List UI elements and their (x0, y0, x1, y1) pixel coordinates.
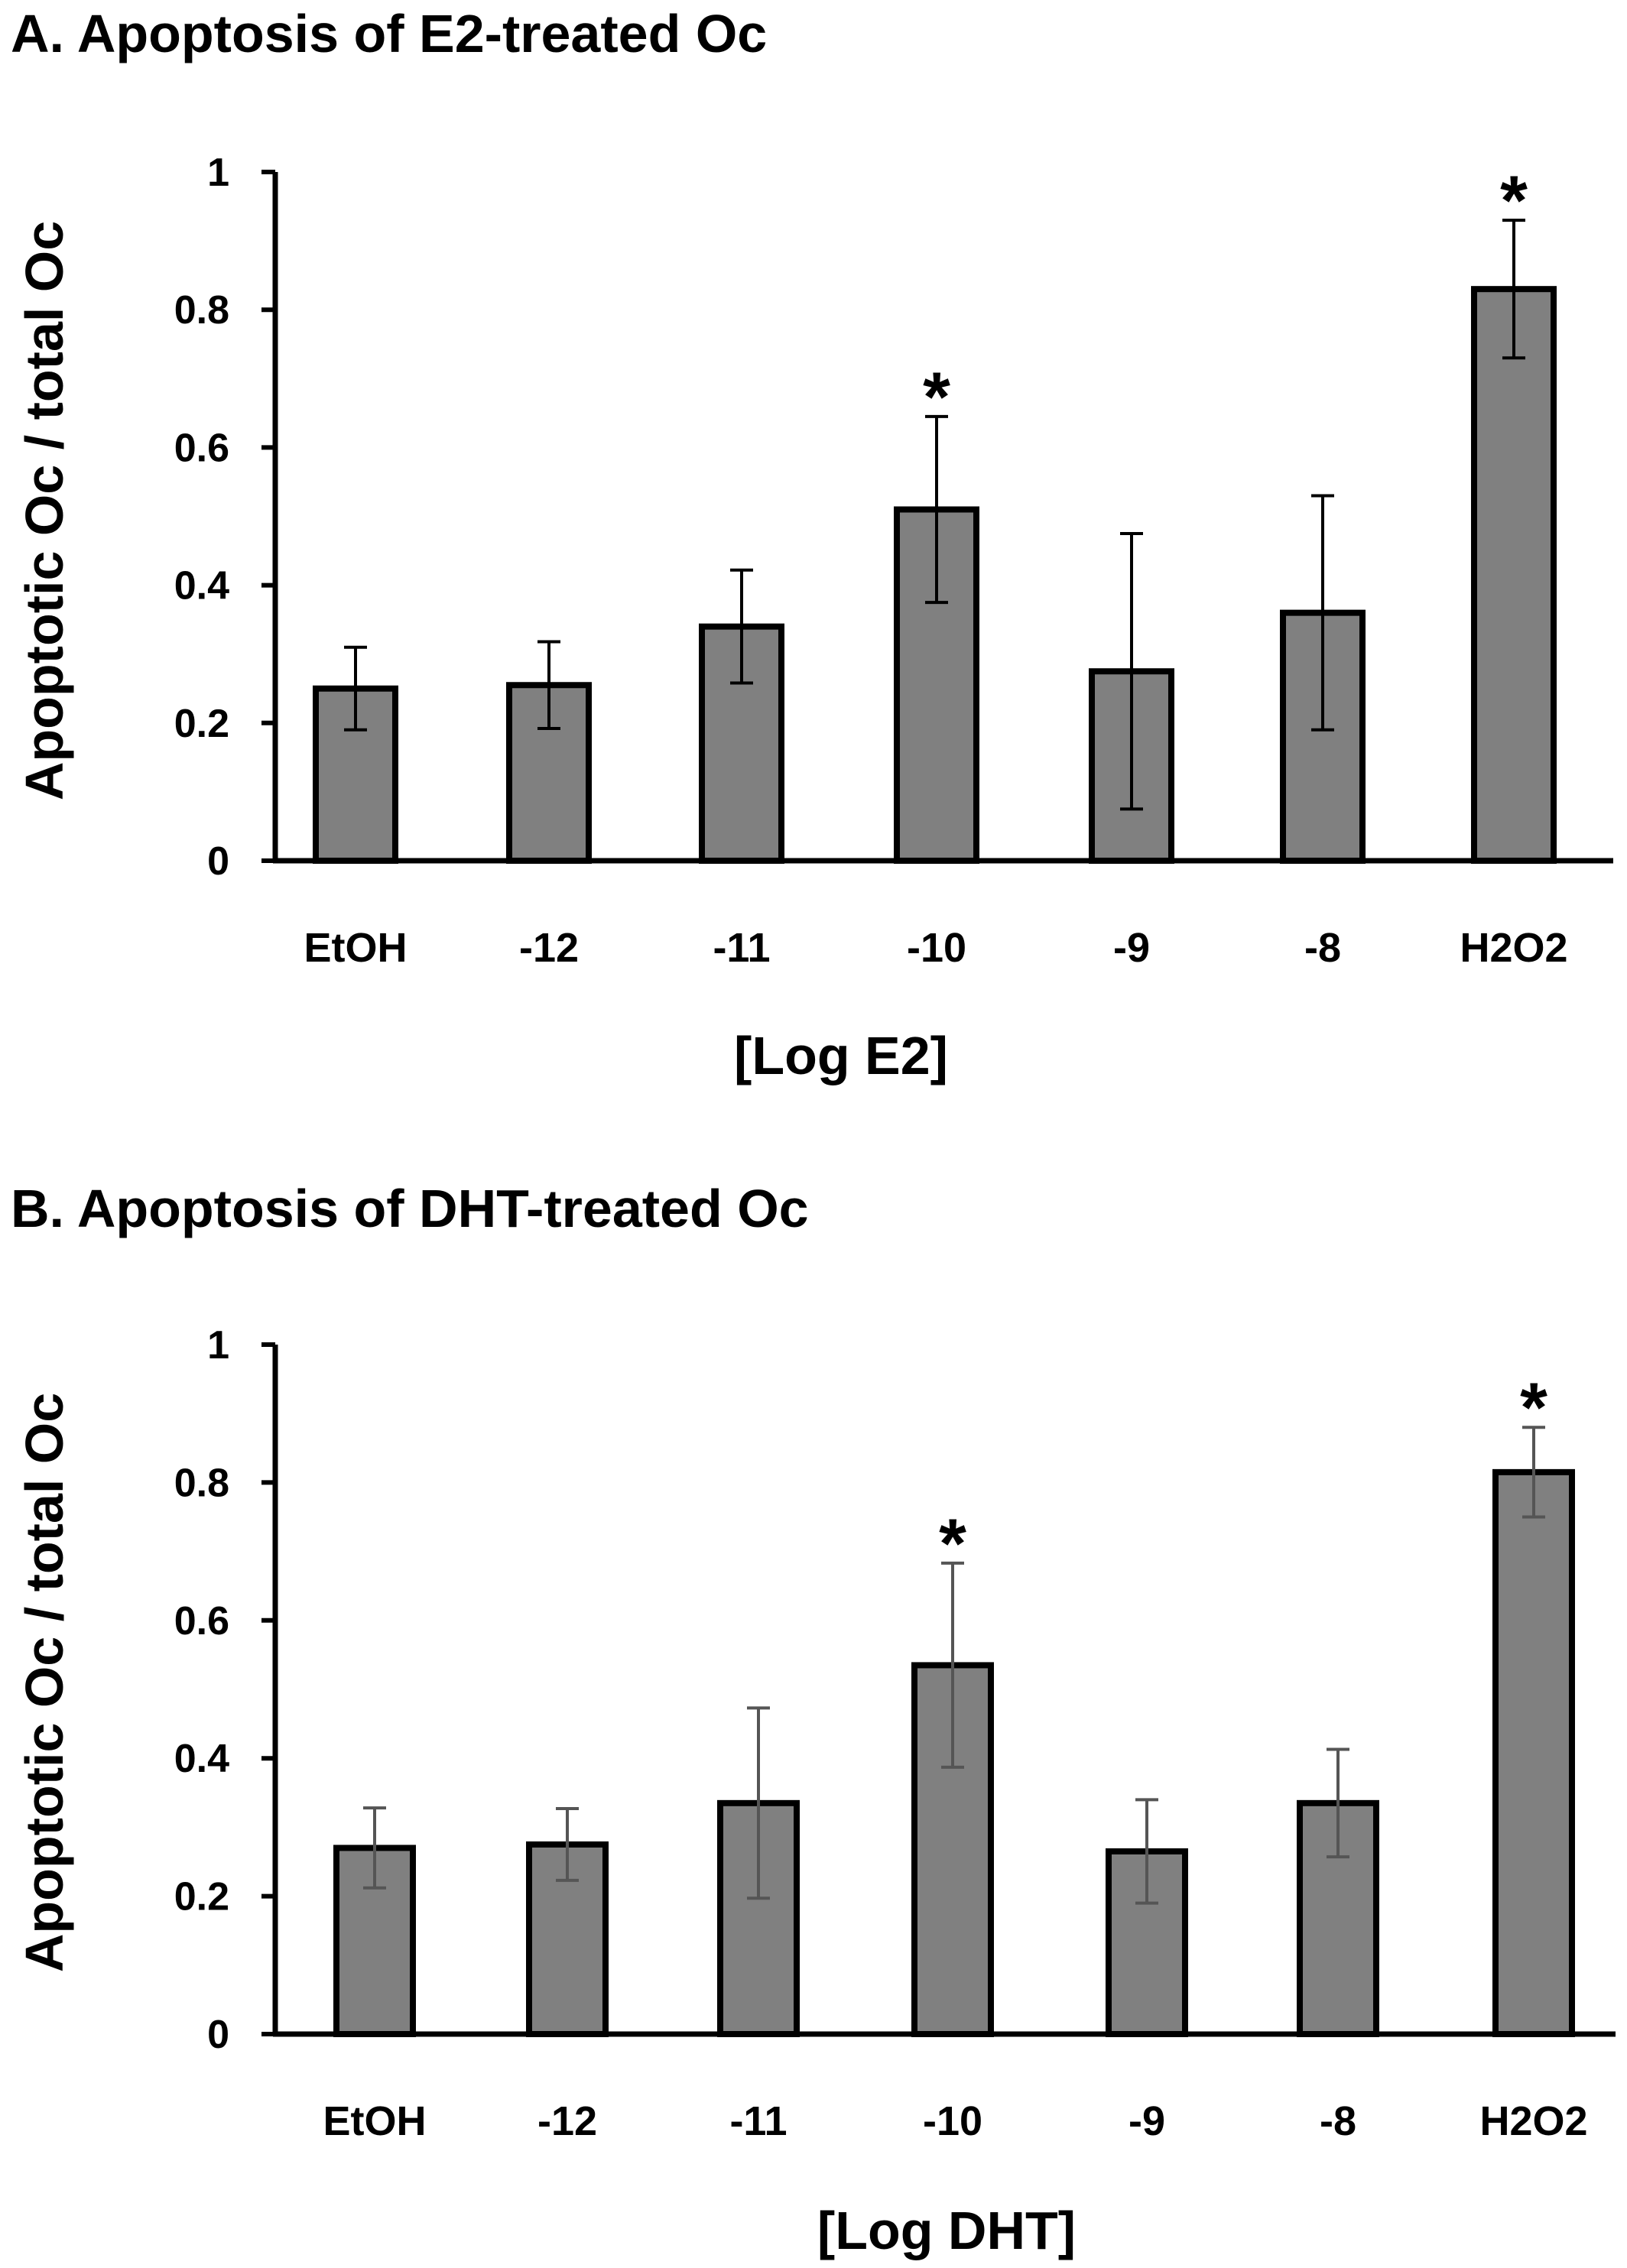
panel-b-title: B. Apoptosis of DHT-treated Oc (11, 1179, 809, 1238)
panel-b-error-bar (363, 1806, 386, 1890)
panel-a-bar (699, 623, 784, 864)
panel-a-significance-star: * (923, 359, 950, 436)
panel-a-plot-area: 0 0.2 0.4 0.6 0.8 1 EtOH -12 -11 * -10 -9 -8 * H2O2 (174, 151, 1613, 971)
panel-b-y-tick-label: 0 (207, 2013, 229, 2057)
panel-a-error-bar (730, 568, 753, 685)
panel-a-x-tick-label: -8 (1304, 925, 1341, 971)
panel-b-y-tick-label: 0.8 (174, 1461, 229, 1505)
panel-a-error-bar (1120, 532, 1143, 811)
panel-a-y-tick-label: 0 (207, 839, 229, 884)
panel-b-significance-star: * (1520, 1369, 1547, 1447)
panel-b-y-tick-label: 1 (207, 1323, 229, 1368)
panel-a-y-tick-label: 1 (207, 151, 229, 195)
panel-b-y-tick-label: 0.2 (174, 1875, 229, 1919)
panel-b-chart: B. Apoptosis of DHT-treated Oc Apoptotic… (11, 1179, 1616, 2260)
panel-b-error-bar (1135, 1798, 1158, 1905)
panel-a-y-tick-label: 0.6 (174, 426, 229, 470)
panel-b-x-tick-label: -9 (1129, 2098, 1165, 2144)
panel-b-x-tick-label: H2O2 (1479, 2098, 1587, 2144)
panel-a-x-tick-label: EtOH (304, 925, 408, 971)
panel-b-x-tick-label: -12 (537, 2098, 597, 2144)
panel-a-bar (1471, 286, 1557, 865)
panel-b-y-axis-label: Apoptotic Oc / total Oc (15, 1393, 74, 1972)
panel-a-x-axis-label: [Log E2] (734, 1026, 948, 1085)
panel-a-y-axis-label: Apoptotic Oc / total Oc (15, 221, 74, 800)
panel-a-significance-star: * (1500, 162, 1528, 240)
panel-b-plot-area: 0 0.2 0.4 0.6 0.8 1 EtOH -12 -11 * -10 -9 -8 * H2O2 (174, 1323, 1616, 2144)
panel-a-x-tick-label: -9 (1113, 925, 1150, 971)
panel-a-x-tick-label: -11 (713, 925, 770, 971)
panel-a-x-tick-label: -10 (907, 925, 966, 971)
panel-b-error-bar (747, 1706, 770, 1900)
panel-b-x-axis-label: [Log DHT] (817, 2201, 1076, 2260)
panel-a-x-tick-label: -12 (519, 925, 579, 971)
panel-b-x-tick-label: -8 (1320, 2098, 1356, 2144)
panel-a-y-tick-label: 0.4 (174, 564, 229, 608)
panel-a-error-bar (925, 414, 948, 605)
panel-a-x-tick-label: H2O2 (1460, 925, 1567, 971)
panel-b-x-tick-label: -11 (729, 2098, 787, 2144)
panel-a-title: A. Apoptosis of E2-treated Oc (11, 4, 767, 63)
panel-b-error-bar (1522, 1426, 1545, 1519)
panel-b-x-tick-label: -10 (923, 2098, 982, 2144)
panel-b-y-tick-label: 0.6 (174, 1599, 229, 1643)
panel-a-y-tick-label: 0.2 (174, 702, 229, 746)
panel-a-chart: A. Apoptosis of E2-treated Oc Apoptotic … (11, 4, 1613, 1085)
panel-b-error-bar (1327, 1747, 1349, 1859)
panel-a-error-bar (537, 640, 560, 731)
panel-a-y-tick-label: 0.8 (174, 288, 229, 333)
panel-b-significance-star: * (939, 1505, 966, 1583)
panel-b-error-bar (941, 1561, 964, 1769)
panel-a-error-bar (1311, 494, 1334, 732)
panel-b-y-tick-label: 0.4 (174, 1737, 229, 1781)
panel-b-bar (1492, 1468, 1575, 2037)
panel-a-error-bar (1502, 219, 1525, 360)
panel-b-error-bar (556, 1807, 579, 1882)
panel-b-x-tick-label: EtOH (323, 2098, 427, 2144)
panel-a-error-bar (344, 645, 367, 732)
